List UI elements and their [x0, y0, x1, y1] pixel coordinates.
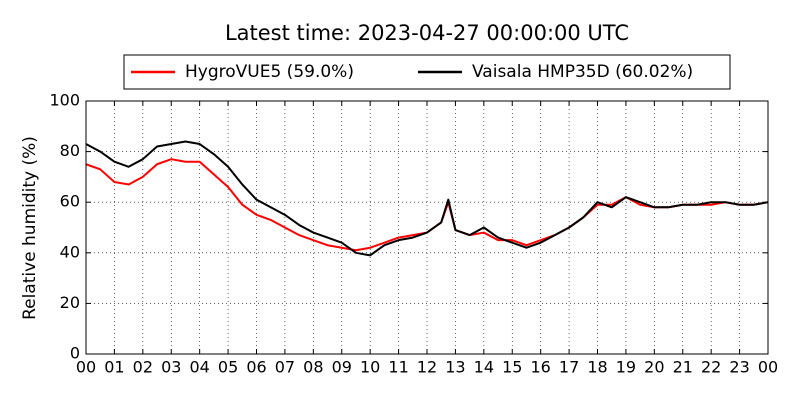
- x-tick-label: 03: [161, 358, 181, 377]
- legend-label: Vaisala HMP35D (60.02%): [472, 62, 693, 82]
- legend-label: HygroVUE5 (59.0%): [185, 62, 354, 82]
- x-tick-label: 18: [587, 358, 607, 377]
- y-tick-label: 100: [49, 91, 80, 110]
- y-tick-label: 80: [60, 141, 80, 160]
- y-tick-label: 60: [60, 192, 80, 211]
- x-tick-label: 01: [104, 358, 124, 377]
- x-tick-label: 07: [275, 358, 295, 377]
- y-tick-label: 20: [60, 293, 80, 312]
- x-tick-label: 17: [559, 358, 579, 377]
- x-tick-label: 00: [76, 358, 96, 377]
- x-tick-label: 02: [133, 358, 153, 377]
- x-tick-label: 10: [360, 358, 380, 377]
- x-tick-label: 04: [189, 358, 209, 377]
- x-tick-label: 06: [246, 358, 266, 377]
- series-line: [85, 158, 769, 252]
- x-tick-label: 21: [673, 358, 693, 377]
- x-tick-label: 11: [388, 358, 408, 377]
- plot-frame: [85, 100, 769, 355]
- x-tick-label: 00: [758, 358, 778, 377]
- y-tick-label: 40: [60, 242, 80, 261]
- chart-title: Latest time: 2023-04-27 00:00:00 UTC: [225, 21, 629, 45]
- y-tick-label: 0: [70, 344, 80, 363]
- y-axis-label: Relative humidity (%): [20, 136, 40, 320]
- x-tick-label: 16: [530, 358, 550, 377]
- x-tick-label: 22: [701, 358, 721, 377]
- x-tick-label: 20: [644, 358, 664, 377]
- series-line: [85, 140, 769, 257]
- x-tick-label: 23: [729, 358, 749, 377]
- x-tick-label: 05: [218, 358, 238, 377]
- x-tick-label: 14: [474, 358, 494, 377]
- x-tick-label: 13: [445, 358, 465, 377]
- x-tick-label: 09: [332, 358, 352, 377]
- x-tick-label: 12: [417, 358, 437, 377]
- x-tick-label: 08: [303, 358, 323, 377]
- x-tick-label: 15: [502, 358, 522, 377]
- x-tick-label: 19: [616, 358, 636, 377]
